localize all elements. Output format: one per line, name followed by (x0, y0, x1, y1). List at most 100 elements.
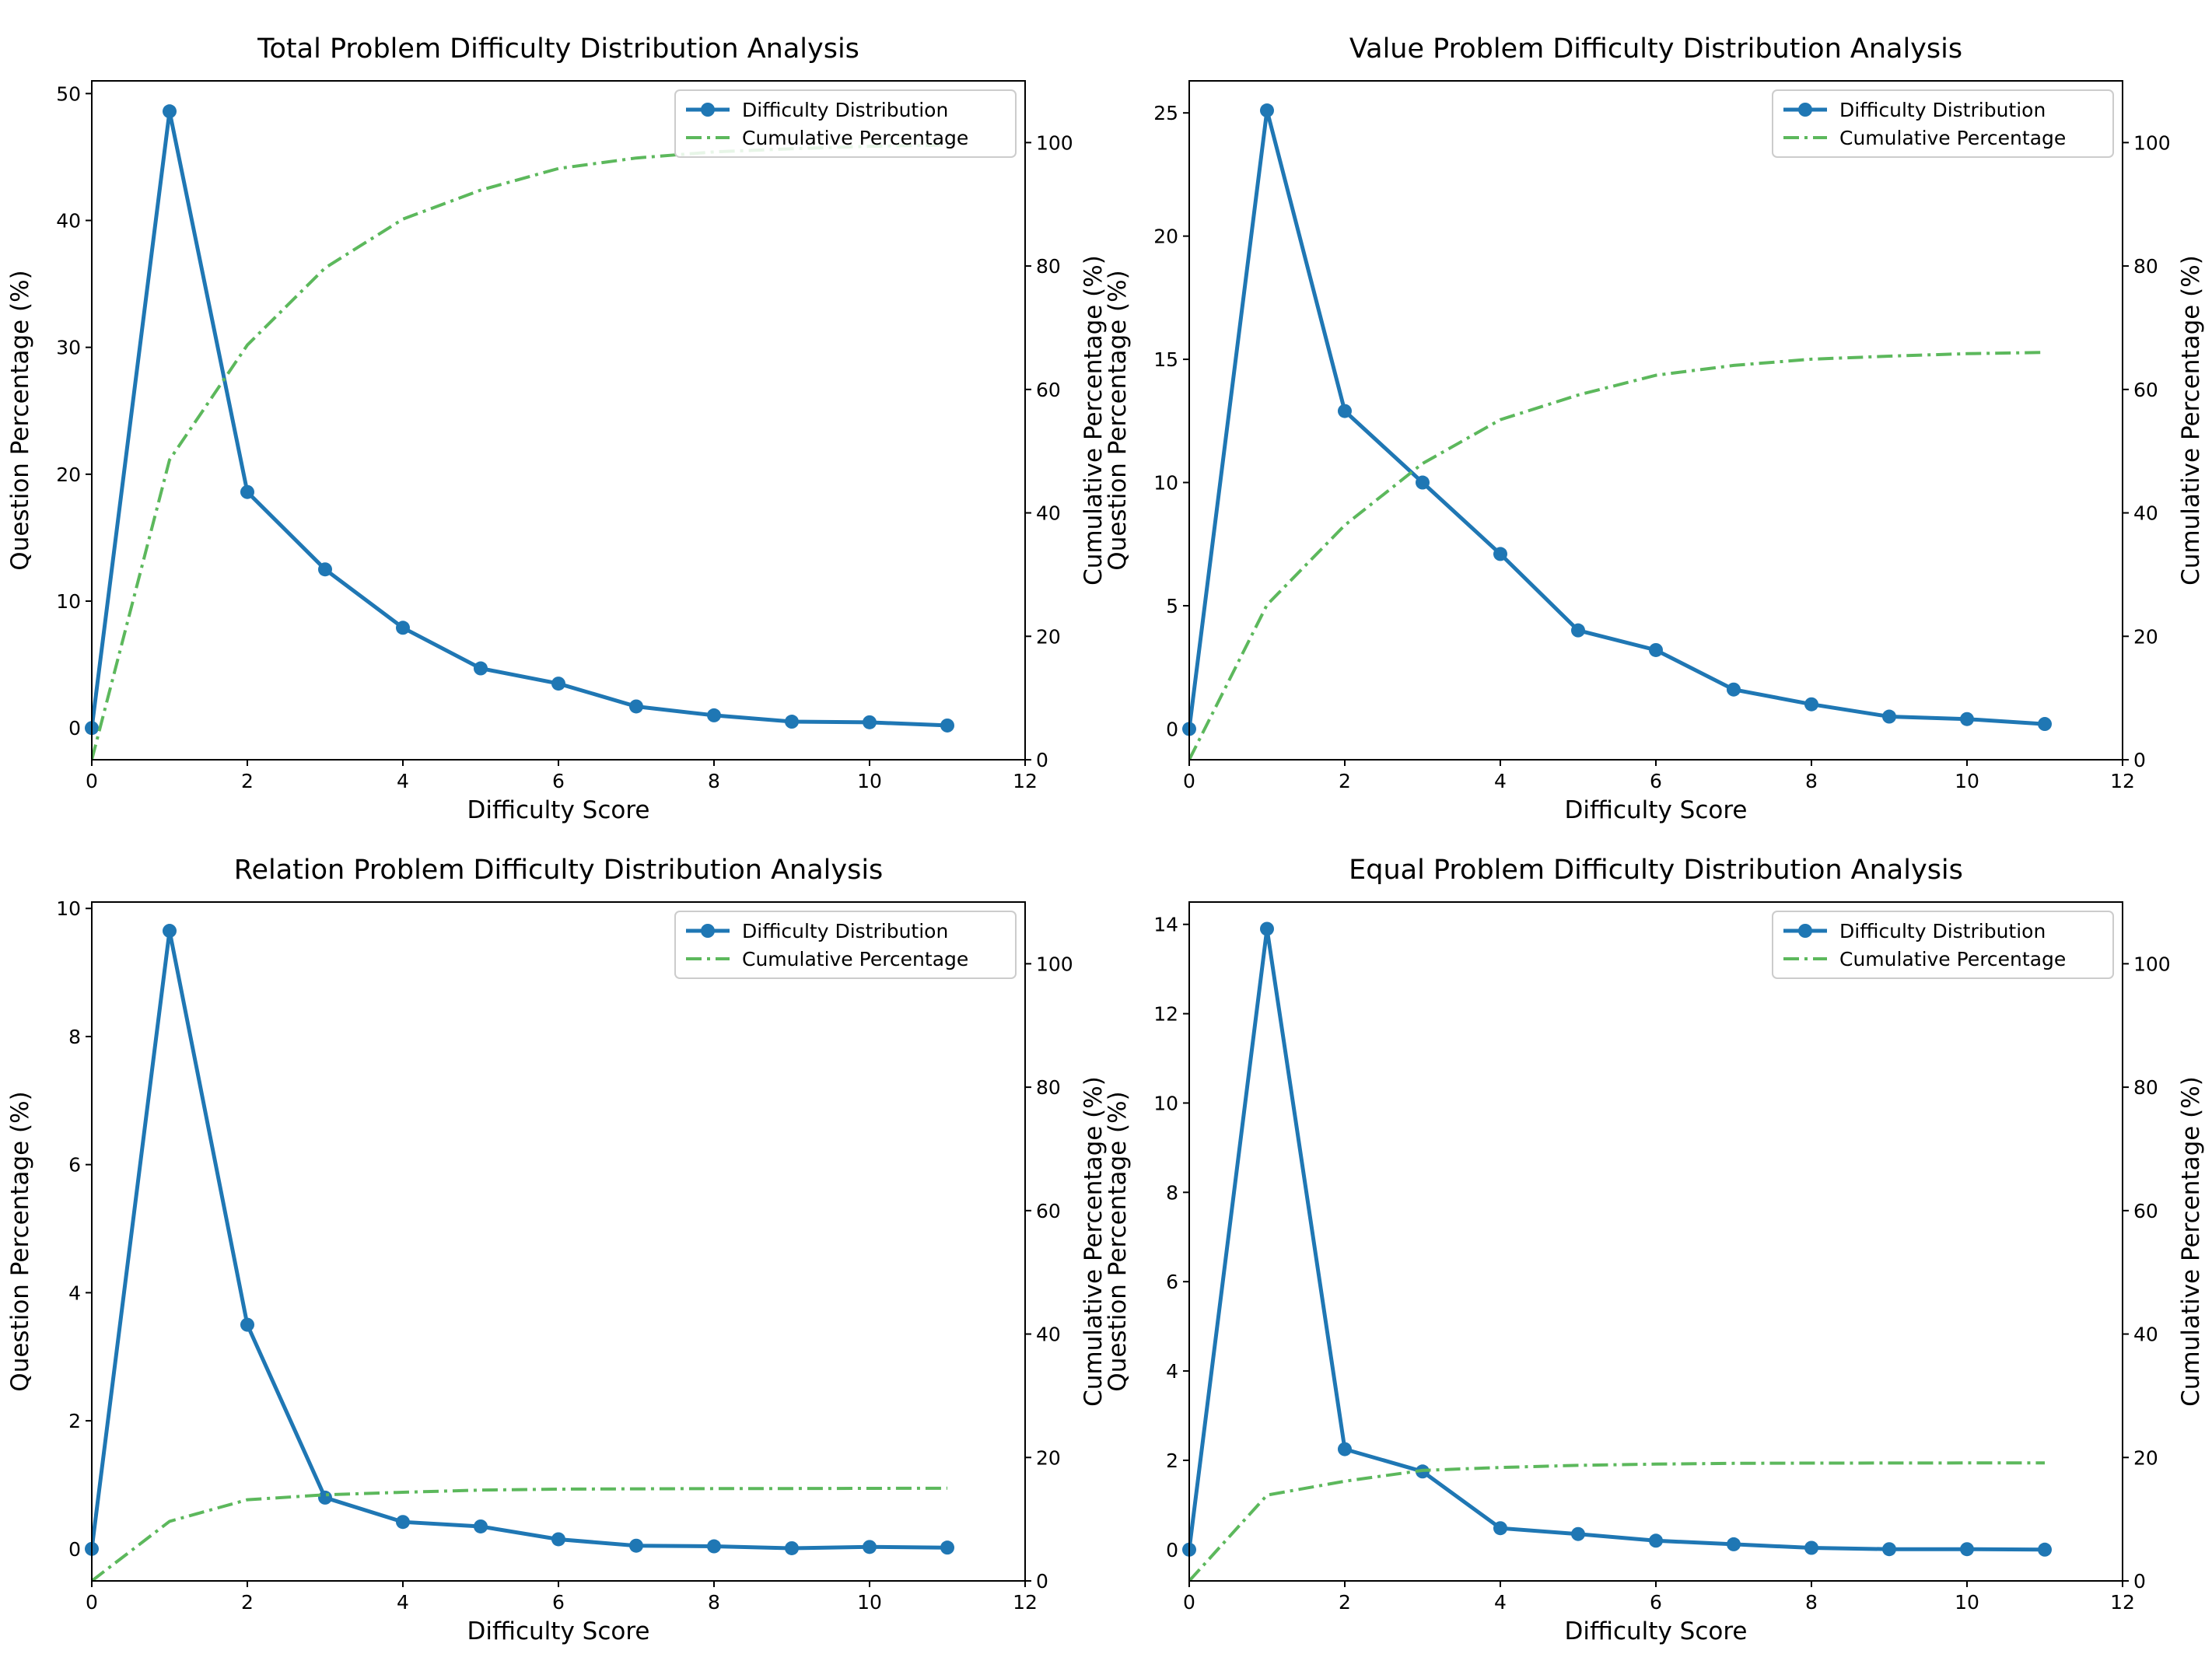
distribution-point (1882, 1542, 1896, 1557)
distribution-point (1960, 1542, 1974, 1557)
y-tick-label: 8 (68, 1026, 81, 1048)
distribution-line (92, 110, 948, 729)
x-axis-label: Difficulty Score (467, 1617, 650, 1645)
distribution-point (1649, 1533, 1663, 1548)
y2-axis-label: Cumulative Percentage (%) (1080, 255, 1108, 586)
plot-frame (91, 80, 1026, 761)
y-axis-label: Question Percentage (%) (6, 270, 34, 570)
distribution-point (1260, 103, 1274, 118)
x-tick-label: 6 (1650, 770, 1662, 792)
distribution-point (1727, 1537, 1741, 1551)
x-axis-label: Difficulty Score (1565, 796, 1748, 824)
distribution-point (1882, 709, 1896, 724)
y2-tick-label: 80 (2133, 1076, 2158, 1099)
x-tick-label: 8 (1805, 770, 1818, 792)
x-tick-label: 4 (1494, 770, 1507, 792)
distribution-point (1804, 1540, 1818, 1555)
y2-tick-label: 40 (1036, 1324, 1061, 1346)
distribution-point (629, 1538, 643, 1553)
x-tick-label: 10 (857, 1591, 882, 1614)
x-tick-label: 10 (857, 770, 882, 792)
distribution-line (1189, 928, 2046, 1552)
distribution-point (940, 718, 954, 733)
legend-box (1772, 911, 2114, 979)
distribution-point (2038, 717, 2052, 732)
plot-frame (91, 901, 1026, 1582)
distribution-point (863, 715, 877, 729)
legend-label: Difficulty Distribution (1839, 99, 2046, 121)
x-tick-label: 10 (1955, 770, 1979, 792)
x-tick-label: 6 (552, 770, 565, 792)
x-tick-label: 2 (241, 1591, 254, 1614)
y2-tick-label: 0 (2133, 1570, 2146, 1593)
legend: Difficulty Distribution Cumulative Percen… (1772, 911, 2114, 979)
x-tick-label: 8 (708, 1591, 720, 1614)
x-tick-label: 0 (1183, 1591, 1195, 1614)
y-axis-label: Question Percentage (%) (6, 1091, 34, 1391)
distribution-point (240, 1317, 254, 1332)
legend-label: Cumulative Percentage (742, 127, 968, 149)
x-tick-label: 12 (1013, 1591, 1038, 1614)
legend: Difficulty Distribution Cumulative Percen… (674, 911, 1017, 979)
distribution-point (551, 1532, 565, 1547)
x-tick-label: 12 (2110, 770, 2135, 792)
x-tick-label: 4 (397, 770, 409, 792)
y-tick-label: 0 (68, 1538, 81, 1561)
y2-axis-label: Cumulative Percentage (%) (2177, 1076, 2205, 1407)
y-tick-label: 4 (68, 1282, 81, 1304)
y-tick-label: 14 (1153, 914, 1178, 936)
y-axis-label: Question Percentage (%) (1104, 270, 1132, 570)
distribution-point (707, 708, 721, 722)
legend-box (1772, 89, 2114, 158)
legend-label: Cumulative Percentage (1839, 127, 2066, 149)
legend-box (674, 89, 1017, 158)
distribution-point (1804, 697, 1818, 712)
x-tick-label: 6 (552, 1591, 565, 1614)
y-tick-label: 10 (1153, 1092, 1178, 1114)
y2-tick-label: 100 (2133, 953, 2171, 975)
distribution-point (474, 1519, 488, 1533)
y2-tick-label: 80 (1036, 1076, 1061, 1099)
y-tick-label: 6 (68, 1154, 81, 1177)
x-axis-label: Difficulty Score (467, 796, 650, 824)
y2-tick-label: 100 (2133, 131, 2171, 154)
y2-tick-label: 20 (1036, 625, 1061, 648)
y2-tick-label: 60 (2133, 379, 2158, 401)
y-tick-label: 0 (1166, 718, 1178, 740)
legend: Difficulty Distribution Cumulative Percen… (1772, 89, 2114, 158)
x-tick-label: 4 (1494, 1591, 1507, 1614)
y-tick-label: 10 (56, 897, 81, 920)
y2-tick-label: 0 (2133, 749, 2146, 771)
cumulative-line (92, 1486, 948, 1581)
chart-title: Total Problem Difficulty Distribution An… (257, 33, 859, 65)
legend-box (674, 911, 1017, 979)
x-tick-label: 6 (1650, 1591, 1662, 1614)
y-axis-label: Question Percentage (%) (1104, 1091, 1132, 1391)
legend-label: Difficulty Distribution (742, 920, 948, 942)
subplot-1: Total Problem Difficulty Distribution An… (6, 33, 1108, 824)
x-tick-label: 0 (86, 770, 98, 792)
distribution-point (1493, 1521, 1507, 1536)
distribution-point (940, 1540, 954, 1555)
x-tick-label: 8 (708, 770, 720, 792)
subplot-4: Equal Problem Difficulty Distribution An… (1104, 855, 2205, 1645)
y-tick-label: 6 (1166, 1271, 1178, 1293)
y-tick-label: 50 (56, 82, 81, 105)
y2-tick-label: 40 (2133, 1324, 2158, 1346)
y2-tick-label: 0 (1036, 1570, 1048, 1593)
y-tick-label: 20 (1153, 226, 1178, 248)
distribution-point (396, 621, 410, 635)
legend-marker (1798, 924, 1812, 938)
chart-title: Value Problem Difficulty Distribution An… (1349, 33, 1962, 65)
cumulative-line (1189, 351, 2046, 760)
distribution-point (240, 484, 254, 499)
plot-frame (1188, 901, 2123, 1582)
y2-tick-label: 60 (1036, 1200, 1061, 1222)
chart-title: Equal Problem Difficulty Distribution An… (1349, 855, 1963, 886)
subplot-3: Relation Problem Difficulty Distribution… (6, 855, 1108, 1645)
legend-marker (701, 103, 715, 117)
x-tick-label: 4 (397, 1591, 409, 1614)
distribution-point (1338, 404, 1352, 418)
distribution-point (163, 924, 177, 939)
